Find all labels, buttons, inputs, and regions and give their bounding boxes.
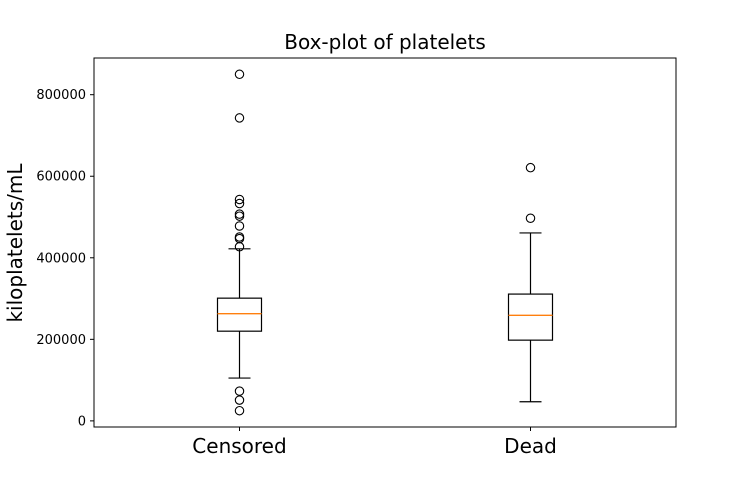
- x-category-label: Censored: [192, 434, 286, 458]
- iqr-box: [507, 293, 554, 341]
- x-category-label: Dead: [504, 434, 557, 458]
- box-censored: [216, 69, 263, 416]
- box-dead: [507, 162, 554, 403]
- y-tick-label: 0: [78, 414, 86, 429]
- outlier-point: [234, 198, 245, 209]
- y-tick-label: 400000: [36, 251, 86, 266]
- y-tick-label: 200000: [36, 333, 86, 348]
- outlier-point: [525, 213, 536, 223]
- y-tick-label: 800000: [36, 88, 86, 103]
- chart-title: Box-plot of platelets: [284, 30, 486, 54]
- iqr-box: [216, 297, 263, 332]
- y-axis-ticks: 0 200000 400000 600000 800000: [36, 88, 94, 429]
- y-axis-label: kiloplatelets/mL: [3, 163, 27, 323]
- outlier-point: [234, 221, 245, 231]
- plot-area-frame: [93, 57, 677, 428]
- outlier-point: [234, 194, 245, 205]
- outlier-point: [234, 69, 245, 80]
- outlier-point: [234, 395, 245, 405]
- boxes: [216, 69, 554, 416]
- outlier-point: [234, 405, 245, 416]
- outlier-point: [234, 113, 245, 123]
- outlier-point: [234, 211, 245, 221]
- outlier-point: [525, 162, 536, 173]
- outlier-point: [234, 209, 245, 219]
- x-axis-categories: Censored Dead: [192, 427, 557, 458]
- outlier-point: [234, 232, 245, 242]
- outlier-point: [234, 386, 245, 396]
- y-tick-label: 600000: [36, 170, 86, 185]
